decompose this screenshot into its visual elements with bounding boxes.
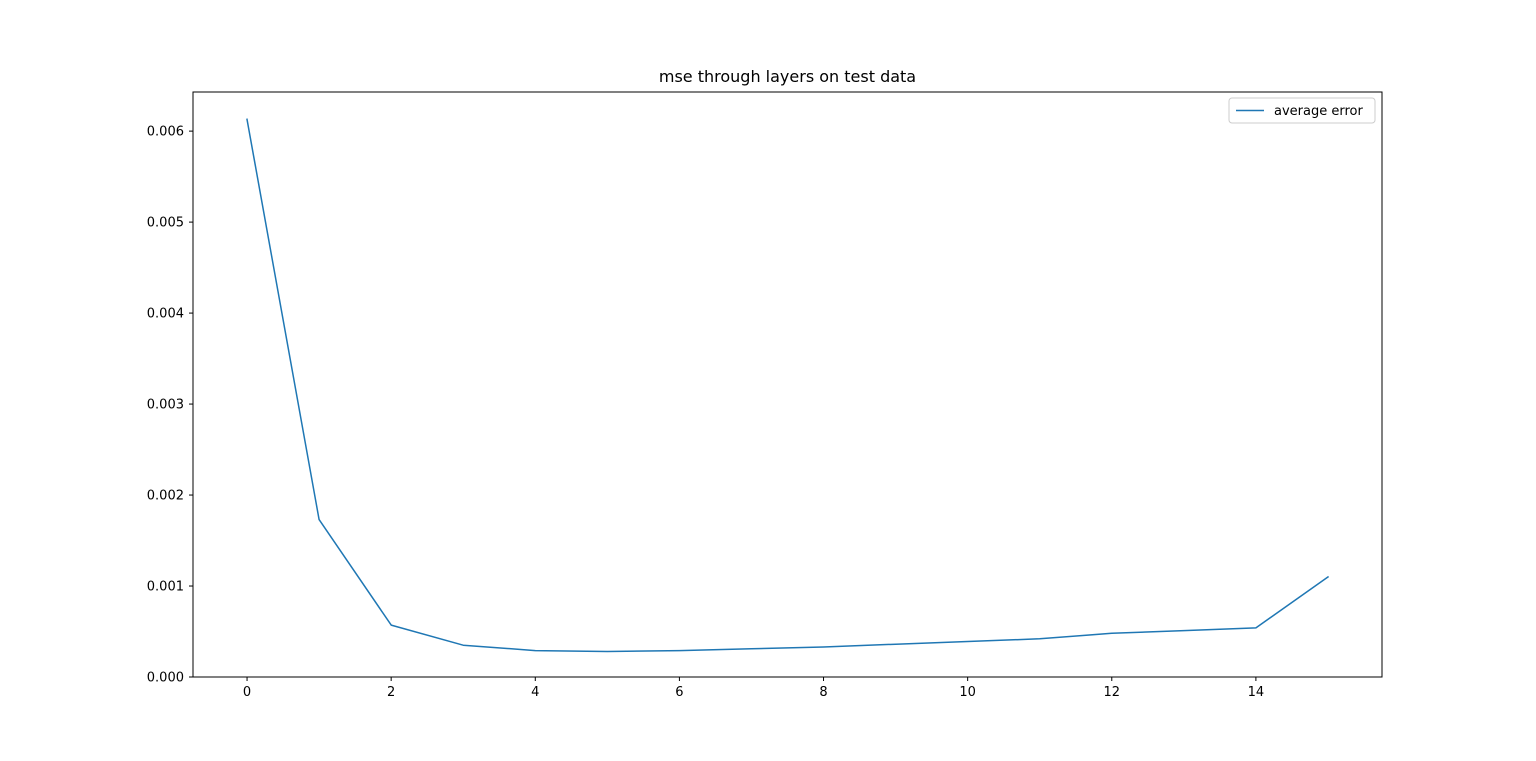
y-tick-label: 0.003	[147, 398, 184, 413]
legend-label: average error	[1274, 104, 1363, 119]
y-tick-label: 0.004	[147, 307, 184, 322]
y-tick-label: 0.002	[147, 489, 184, 504]
legend: average error	[1228, 97, 1376, 124]
x-tick-label: 10	[959, 685, 976, 700]
legend-box	[1228, 97, 1376, 124]
x-tick-label: 2	[387, 685, 395, 700]
x-tick-label: 0	[243, 685, 251, 700]
y-tick-label: 0.001	[147, 580, 184, 595]
y-tick-label: 0.005	[147, 216, 184, 231]
plot-area-frame	[192, 91, 1383, 678]
x-tick-label: 8	[819, 685, 827, 700]
x-tick-label: 14	[1248, 685, 1265, 700]
series-line-average-error	[246, 118, 1330, 653]
chart-title: mse through layers on test data	[659, 67, 916, 86]
x-tick-label: 12	[1103, 685, 1120, 700]
x-tick-label: 6	[675, 685, 683, 700]
y-tick-label: 0.006	[147, 125, 184, 140]
y-tick-label: 0.000	[147, 671, 184, 686]
x-tick-label: 4	[531, 685, 539, 700]
